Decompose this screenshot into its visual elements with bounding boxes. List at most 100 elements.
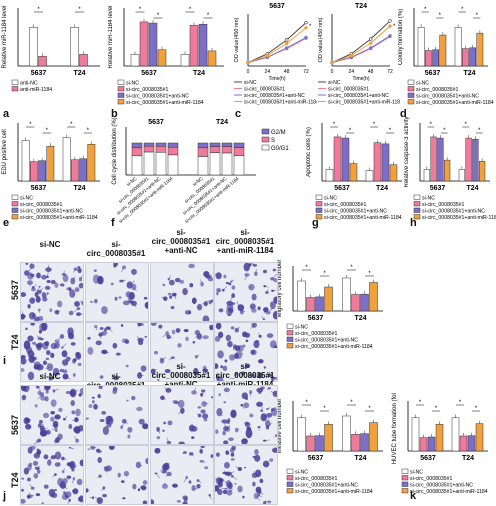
- row-j-5637: 5637: [10, 414, 20, 435]
- legend-label-c-0-0: si-NC: [244, 80, 257, 86]
- stained-cell: [265, 311, 271, 315]
- stained-cell: [271, 289, 275, 292]
- stained-cell: [222, 471, 226, 475]
- cell-process: [232, 346, 236, 351]
- cell-process: [40, 318, 44, 321]
- stained-cell: [41, 292, 47, 299]
- legend-label-d-2: si-circ_0008035#1+anti-NC: [416, 94, 479, 100]
- title-f-0: 5637: [148, 119, 164, 126]
- stack-f-0-2-G0/G1: [155, 152, 167, 176]
- cell-process: [40, 432, 45, 435]
- cell-process: [72, 293, 75, 296]
- x-tick-b-T24: T24: [193, 70, 205, 77]
- stained-cell: [120, 323, 124, 327]
- stained-cell: [230, 458, 235, 461]
- point-c-1-3-2: [368, 41, 373, 45]
- x-axis-label-c-1: Time(h): [352, 76, 369, 82]
- cell-process: [82, 462, 83, 464]
- stained-cell: [35, 343, 42, 349]
- stained-cell: [98, 332, 103, 337]
- stained-cell: [102, 494, 107, 498]
- stained-cell: [223, 274, 227, 279]
- stained-cell: [192, 341, 196, 344]
- bar-j-T24-1: [351, 434, 360, 452]
- sig-star2-e-5637: *: [46, 128, 49, 134]
- cell-process: [165, 473, 170, 477]
- stained-cell: [151, 323, 157, 326]
- bar-h-T24-2: [472, 138, 479, 182]
- legend-label-k-0: si-NC: [410, 470, 423, 476]
- cell-process: [46, 285, 48, 289]
- cell-process: [128, 294, 132, 298]
- sig-star-g-5637: *: [333, 122, 336, 128]
- cell-process: [64, 416, 68, 420]
- point-c-1-2-3: [388, 34, 392, 38]
- stack-f-1-1-S: [209, 146, 221, 153]
- stained-cell: [230, 326, 235, 330]
- x-tick-c-1-48: 48: [368, 69, 374, 75]
- stained-cell: [270, 407, 277, 417]
- bar-b-T24-3: [207, 50, 217, 67]
- legend-swatch-i-2: [286, 336, 294, 342]
- cell-process: [74, 302, 78, 305]
- stained-cell: [220, 365, 223, 369]
- stained-cell: [241, 392, 249, 400]
- cell-process: [196, 412, 200, 416]
- legend-swatch-j-1: [286, 475, 294, 481]
- stained-cell: [273, 278, 277, 283]
- stack-f-0-0-G0/G1: [131, 155, 143, 176]
- bar-j-5637-3: [324, 424, 333, 452]
- stained-cell: [102, 426, 109, 436]
- panel-label-d: d: [400, 108, 407, 120]
- x-tick-e-5637: 5637: [31, 185, 47, 192]
- stained-cell: [21, 394, 27, 401]
- stained-cell: [98, 386, 103, 390]
- stained-cell: [97, 456, 103, 464]
- sig-star-h-T24: *: [465, 122, 468, 128]
- stained-cell: [136, 406, 143, 412]
- legend-label-h-2: si-circ_0008035#1+anti-NC: [422, 209, 485, 215]
- legend-swatch-e-0: [11, 194, 19, 200]
- chart-title-c-0: 5637: [269, 3, 285, 10]
- stained-cell: [122, 497, 126, 500]
- cell-process: [64, 368, 67, 372]
- cell-process: [215, 273, 219, 277]
- stained-cell: [51, 492, 58, 498]
- point-c-1-3-1: [349, 53, 354, 58]
- cell-process: [137, 323, 140, 328]
- x-tick-f-0-0: si-NC: [126, 175, 139, 187]
- stained-cell: [177, 343, 182, 348]
- cell-process: [57, 343, 60, 346]
- bar-k-T24-0: [451, 417, 460, 452]
- legend-swatch-h-2: [413, 207, 421, 213]
- bar-d-T24-1: [462, 48, 469, 67]
- stained-cell: [73, 267, 79, 271]
- cell-process: [37, 386, 42, 392]
- x-tick-k-5637: 5637: [420, 455, 436, 462]
- legend-swatch-j-2: [286, 481, 294, 487]
- header-j-antinc: si-circ_0008035#1 +anti-NC: [151, 362, 211, 389]
- stained-cell: [41, 323, 48, 331]
- bar-g-T24-0: [365, 170, 374, 182]
- bar-a-5637-0: [29, 27, 38, 67]
- stained-cell: [78, 282, 83, 289]
- bar-h-5637-2: [437, 137, 444, 182]
- bar-d-T24-2: [469, 47, 476, 67]
- stained-cell: [223, 440, 229, 444]
- cell-process: [98, 457, 101, 461]
- cell-process: [101, 487, 105, 491]
- micrograph-i-0-3: [214, 262, 278, 322]
- stained-cell: [254, 454, 261, 462]
- bar-i-T24-0: [342, 277, 351, 312]
- stained-cell: [265, 291, 269, 295]
- stained-cell: [167, 420, 173, 426]
- stack-f-0-2-G2/M: [155, 142, 167, 147]
- cell-process: [235, 466, 240, 470]
- stained-cell: [62, 373, 69, 380]
- legend-swatch-d-0: [407, 79, 415, 85]
- stained-cell: [142, 500, 148, 504]
- stained-cell: [27, 272, 34, 280]
- stack-f-0-2-S: [155, 145, 167, 153]
- stained-cell: [188, 480, 192, 484]
- cell-process: [45, 293, 49, 299]
